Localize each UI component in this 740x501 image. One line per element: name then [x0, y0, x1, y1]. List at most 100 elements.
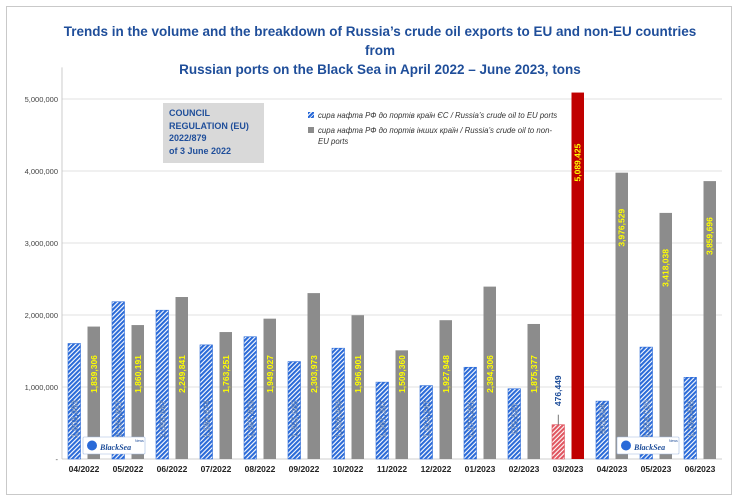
x-tick-label: 04/2022	[69, 464, 100, 474]
y-tick-label: 4,000,000	[25, 167, 58, 176]
legend-label-eu: сира нафта РФ до портів країн ЄС / Russi…	[318, 111, 558, 120]
council-regulation-box: COUNCIL REGULATION (EU) 2022/879 of 3 Ju…	[163, 103, 264, 163]
data-label-eu: 1,067,397	[377, 400, 387, 438]
data-label-eu: 1,554,020	[641, 400, 651, 438]
data-label-eu: 1,538,939	[333, 400, 343, 438]
bar-eu	[375, 381, 389, 460]
data-label-eu: 1,697,819	[245, 400, 255, 438]
bar-non-eu	[703, 181, 716, 460]
blacksea-logo: BlackSea News	[616, 436, 680, 455]
data-label-non-eu: 3,859,696	[705, 217, 715, 255]
chart-title-line-1: Trends in the volume and the breakdown o…	[63, 24, 697, 58]
y-tick-label: 2,000,000	[25, 311, 58, 320]
bar-eu	[463, 366, 477, 460]
legend: сира нафта РФ до портів країн ЄС / Russi…	[308, 110, 558, 151]
x-tick-label: 07/2022	[201, 464, 232, 474]
x-tick-label: 05/2022	[113, 464, 144, 474]
data-label-non-eu: 1,875,377	[529, 355, 539, 393]
logo-superscript: News	[135, 439, 144, 443]
data-label-non-eu: 3,418,038	[661, 249, 671, 287]
axes: - 1,000,000 2,000,000 3,000,000 4,000,000 5,0…	[25, 67, 722, 474]
data-label-eu: 2,183,857	[113, 400, 123, 438]
x-tick-label: 08/2022	[245, 464, 276, 474]
data-label-non-eu: 2,249,841	[177, 355, 187, 393]
bar-non-eu	[263, 318, 276, 459]
bar-non-eu	[175, 297, 188, 459]
chart-title-line-2: Russian ports on the Black Sea in April …	[179, 62, 581, 77]
data-label-non-eu: 1,763,251	[221, 355, 231, 393]
blacksea-logo: BlackSea News	[82, 436, 146, 455]
bar-eu	[67, 343, 81, 460]
data-label-non-eu: 1,509,360	[397, 355, 407, 393]
council-line-1: COUNCIL	[169, 108, 210, 118]
data-label-eu: 1,274,281	[465, 400, 475, 438]
x-tick-label: 04/2023	[597, 464, 628, 474]
legend-swatch-non-eu	[308, 127, 314, 133]
logo-superscript: News	[669, 439, 678, 443]
data-label-non-eu: 2,303,973	[309, 355, 319, 393]
data-label-eu: 1,019,247	[421, 400, 431, 438]
data-label-eu: 1,352,965	[289, 400, 299, 438]
globe-icon	[87, 440, 97, 451]
y-tick-label: 5,000,000	[25, 95, 58, 104]
bar-eu	[683, 377, 697, 460]
x-tick-label: 01/2023	[465, 464, 496, 474]
legend-item-eu: сира нафта РФ до портів країн ЄС / Russi…	[308, 110, 558, 121]
data-label-non-eu: 1,839,306	[89, 355, 99, 393]
x-tick-label: 09/2022	[289, 464, 320, 474]
globe-icon	[621, 440, 631, 451]
y-tick-label: -	[56, 455, 59, 464]
data-label-eu: 1,584,674	[201, 400, 211, 438]
council-line-4: of 3 June 2022	[169, 145, 232, 156]
council-line-3: 2022/879	[169, 133, 207, 143]
data-label-non-eu: 2,394,306	[485, 355, 495, 393]
bar-non-eu	[307, 293, 320, 459]
logo-text: BlackSea	[633, 443, 665, 452]
x-tick-label: 05/2023	[641, 464, 672, 474]
data-label-non-eu: 1,949,027	[265, 355, 275, 393]
chart-frame	[6, 6, 732, 495]
data-label-eu: 2,066,667	[157, 400, 167, 438]
y-tick-label: 1,000,000	[25, 383, 58, 392]
data-label-non-eu: 5,089,425	[573, 143, 583, 181]
legend-swatch-eu	[308, 112, 314, 118]
x-tick-label: 03/2023	[553, 464, 584, 474]
gridlines	[62, 98, 722, 388]
bar-non-eu	[87, 326, 100, 459]
bar-eu	[155, 309, 169, 460]
bar-eu	[551, 424, 565, 460]
council-line-2: REGULATION (EU)	[169, 120, 249, 131]
bar-non-eu	[615, 172, 628, 459]
bar-non-eu	[527, 323, 540, 459]
bar-non-eu	[351, 315, 364, 459]
y-tick-label: 3,000,000	[25, 239, 58, 248]
bar-non-eu	[395, 350, 408, 459]
bar-eu	[419, 385, 433, 460]
data-label-eu: 1,134,445	[685, 400, 695, 438]
x-tick-label: 10/2022	[333, 464, 364, 474]
x-tick-label: 02/2023	[509, 464, 540, 474]
data-labels: 1,603,983 1,839,306 2,183,857 1,860,191 2,06…	[69, 143, 715, 455]
chart-title: Trends in the volume and the breakdown o…	[60, 22, 700, 79]
bar-non-eu	[219, 332, 232, 459]
bar-eu	[639, 346, 653, 460]
bar-eu	[199, 344, 213, 460]
bar-non-eu	[131, 325, 144, 459]
bar-eu	[243, 336, 257, 460]
x-tick-label: 06/2023	[685, 464, 716, 474]
x-tick-label: 11/2022	[377, 464, 408, 474]
bar-non-eu	[483, 286, 496, 459]
x-tick-label: 12/2022	[421, 464, 452, 474]
data-label-non-eu: 1,996,901	[353, 355, 363, 393]
legend-item-non-eu: сира нафта РФ до портів інших країн / Ru…	[308, 125, 558, 147]
bar-non-eu	[439, 320, 452, 459]
legend-label-non-eu: сира нафта РФ до портів інших країн / Ru…	[318, 126, 553, 146]
data-label-non-eu: 1,927,948	[441, 355, 451, 393]
data-label-non-eu: 3,976,529	[617, 209, 627, 247]
logo-text: BlackSea	[99, 443, 131, 452]
bar-non-eu	[659, 212, 672, 459]
data-label-non-eu: 1,860,191	[133, 355, 143, 393]
bar-non-eu	[571, 92, 584, 459]
bars	[67, 92, 716, 460]
